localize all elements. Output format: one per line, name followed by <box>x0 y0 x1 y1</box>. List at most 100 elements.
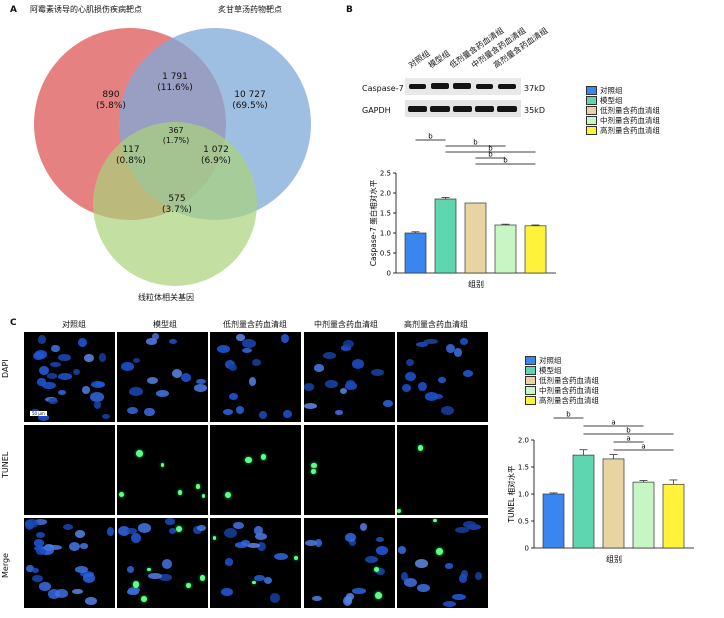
nucleus-dapi <box>48 588 60 599</box>
tunel-positive-cell <box>195 484 201 489</box>
nucleus-dapi <box>84 597 97 606</box>
venn-a-only-pct: (5.8%) <box>96 101 126 111</box>
venn-abc-pct: (1.7%) <box>162 136 190 145</box>
venn-set-label-a: 阿霉素诱导的心肌损伤疾病靶点 <box>30 5 142 14</box>
nucleus-dapi <box>248 376 256 386</box>
chart-b-legend-item-3: 中剂量含药血清组 <box>586 115 660 126</box>
nucleus-dapi <box>127 586 140 593</box>
legend-label: 模型组 <box>600 96 623 105</box>
nucleus-dapi <box>283 409 293 418</box>
nucleus-dapi <box>247 542 260 548</box>
nucleus-dapi <box>228 364 237 372</box>
bar-3 <box>494 224 517 274</box>
venn-ab-count: 1 791 <box>162 72 188 82</box>
tunel-positive-cell <box>311 469 316 474</box>
legend-label: 中剂量含药血清组 <box>600 116 660 125</box>
nucleus-dapi <box>73 368 81 376</box>
nucleus-dapi <box>335 409 343 416</box>
nucleus-dapi <box>281 334 289 343</box>
nucleus-dapi <box>433 393 443 399</box>
nucleus-dapi <box>148 572 163 580</box>
tunel-positive-cell <box>175 526 183 533</box>
legend-swatch <box>525 386 536 395</box>
chart-c-legend-item-0: 对照组 <box>525 355 562 366</box>
nucleus-dapi <box>77 338 87 348</box>
chart-b-legend-item-2: 低剂量含药血清组 <box>586 105 660 116</box>
scale-bar: 50 μm <box>30 411 47 416</box>
nucleus-dapi <box>417 583 431 593</box>
chart-c-legend-item-3: 中剂量含药血清组 <box>525 385 599 396</box>
venn-diagram <box>34 28 311 286</box>
nucleus-dapi <box>90 392 105 402</box>
legend-swatch <box>525 376 536 385</box>
nucleus-dapi <box>224 558 234 566</box>
tunel-positive-cell <box>224 491 231 498</box>
bar-2 <box>602 458 625 549</box>
tunel-positive-cell <box>375 592 382 599</box>
nucleus-dapi <box>79 542 89 549</box>
tunel-positive-cell <box>311 462 317 469</box>
y-axis-label: TUNEL 相对水平 <box>506 465 516 523</box>
sig-label-1: b <box>473 139 478 147</box>
nucleus-dapi <box>269 592 280 603</box>
legend-swatch <box>586 96 597 105</box>
micro-tile-r2-c4 <box>396 518 488 608</box>
sig-label-3: a <box>626 435 630 443</box>
tunel-positive-cell <box>260 454 267 460</box>
nucleus-dapi <box>82 573 96 583</box>
nucleus-dapi <box>37 335 47 345</box>
nucleus-dapi <box>352 588 366 594</box>
nucleus-dapi <box>137 522 152 533</box>
venn-a-only-count: 890 <box>102 90 120 100</box>
bar-1 <box>434 198 457 274</box>
panel-b-letter: B <box>346 5 353 15</box>
nucleus-dapi <box>322 352 337 359</box>
nucleus-dapi <box>359 522 368 532</box>
nucleus-dapi <box>159 573 172 582</box>
micro-tile-r2-c1 <box>117 518 209 608</box>
nucleus-dapi <box>252 359 262 367</box>
nucleus-dapi <box>144 407 155 417</box>
legend-label: 中剂量含药血清组 <box>539 386 599 395</box>
nucleus-dapi <box>91 380 106 388</box>
nucleus-dapi <box>375 536 385 543</box>
nucleus-dapi <box>383 399 393 407</box>
y-tick-label: 2.0 <box>518 437 529 445</box>
nucleus-dapi <box>37 414 50 421</box>
nucleus-dapi <box>452 593 467 601</box>
nucleus-dapi <box>459 574 468 584</box>
micro-col-header-1: 模型组 <box>153 320 177 329</box>
nucleus-dapi <box>147 376 159 384</box>
venn-b-only-count: 10 727 <box>234 90 266 100</box>
nucleus-dapi <box>311 595 322 602</box>
chart-b-legend-item-1: 模型组 <box>586 95 623 106</box>
nucleus-dapi <box>345 533 356 542</box>
venn-c-only-pct: (3.7%) <box>162 205 192 215</box>
legend-swatch <box>525 396 536 405</box>
nucleus-dapi <box>180 372 191 382</box>
tunel-positive-cell <box>177 490 183 496</box>
nucleus-dapi <box>315 539 323 548</box>
legend-swatch <box>525 356 536 365</box>
nucleus-dapi <box>474 572 482 580</box>
nucleus-dapi <box>344 595 353 605</box>
tunel-positive-cell <box>374 566 380 572</box>
venn-set-label-b: 炙甘草汤药物靶点 <box>218 5 282 14</box>
wb-lane-header-1: 模型组 <box>426 48 452 70</box>
bar-1 <box>572 454 595 549</box>
chart-c-legend-item-1: 模型组 <box>525 365 562 376</box>
nucleus-dapi <box>36 532 45 538</box>
nucleus-dapi <box>49 362 61 368</box>
nucleus-dapi <box>254 526 264 535</box>
venn-region-abc: 367 (1.7%) <box>159 127 193 145</box>
nucleus-dapi <box>340 345 352 351</box>
nucleus-dapi <box>417 381 427 391</box>
sig-label-0: b <box>566 411 571 419</box>
chart-b-legend-item-4: 高剂量含药血清组 <box>586 125 660 136</box>
bar-2 <box>464 202 487 274</box>
tunel-positive-cell <box>118 491 124 497</box>
tunel-positive-cell <box>212 536 217 540</box>
nucleus-dapi <box>259 410 268 420</box>
